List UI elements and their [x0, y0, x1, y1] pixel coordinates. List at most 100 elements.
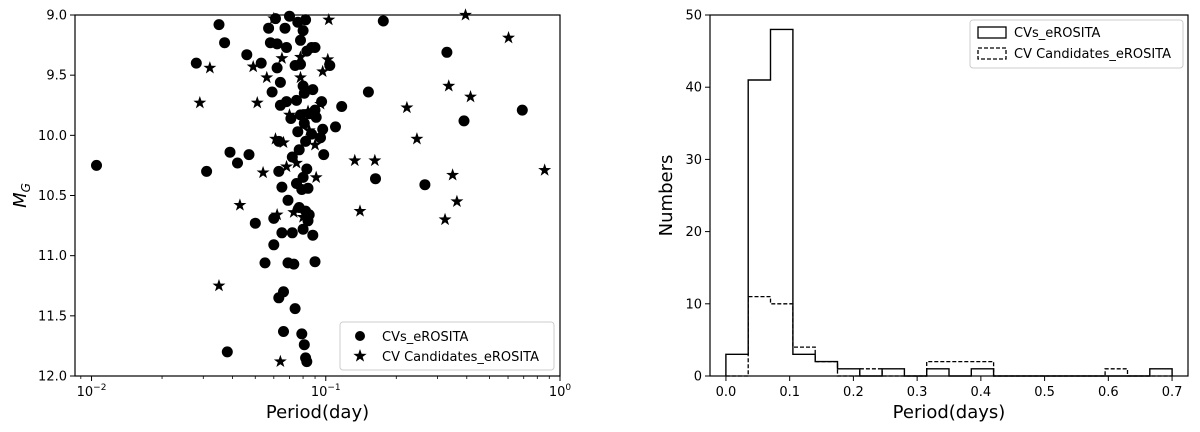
cv-point [441, 46, 453, 58]
cv-candidate-point [321, 52, 335, 66]
cv-candidate-point [348, 153, 362, 167]
cv-point [219, 37, 231, 49]
candidates-histogram-bin [1105, 369, 1127, 376]
cvs-histogram-bin [927, 369, 949, 376]
cv-candidate-point [267, 11, 281, 25]
x-tick-label: 10−1 [311, 383, 341, 400]
y-tick-label: 40 [685, 81, 702, 96]
cv-candidate-point [250, 96, 264, 109]
cvs-histogram-bin [771, 29, 793, 376]
cv-candidate-point [280, 159, 293, 173]
cv-point [201, 165, 213, 177]
x-tick-label: 0.5 [1034, 385, 1055, 400]
cv-point [317, 123, 329, 135]
cv-candidate-point [459, 8, 472, 21]
x-tick-label: 0.2 [843, 385, 864, 400]
histogram-legend-box [969, 19, 1184, 69]
cv-candidate-point [277, 135, 290, 149]
cv-point [303, 209, 315, 221]
cv-candidate-point [450, 194, 464, 208]
histogram-marks [725, 28, 1173, 377]
cv-point [282, 194, 294, 206]
cv-point [286, 151, 298, 163]
cv-point [516, 104, 528, 116]
cv-point [362, 86, 374, 98]
scatter-marks [91, 8, 552, 368]
cv-point [292, 126, 304, 138]
cv-point [293, 144, 305, 156]
x-tick-label: 0.7 [1162, 385, 1183, 400]
cv-candidate-point [246, 59, 260, 73]
cv-candidate-point [502, 31, 516, 44]
histogram-x-axis-label: Period(days) [893, 402, 1006, 423]
scatter-legend: CVs_eROSITA CV Candidates_eROSITA [339, 321, 555, 371]
cv-candidate-point [464, 90, 477, 103]
cvs-histogram-bin [726, 354, 748, 376]
histogram-plot-frame [709, 14, 1189, 377]
cv-point [190, 57, 202, 69]
histogram-y-axis-label: Numbers [656, 155, 677, 237]
cv-candidate-point [193, 96, 207, 109]
cv-point [291, 94, 302, 106]
cv-point [284, 10, 295, 22]
cv-candidate-point [269, 132, 282, 145]
cvs-histogram-bin [1150, 369, 1172, 376]
x-tick-label: 10−2 [77, 383, 107, 400]
cv-point [300, 135, 312, 147]
legend-solid-patch [977, 26, 1007, 39]
x-tick-label: 0.1 [779, 385, 800, 400]
scatter-y-axis-label-subscript: G [19, 183, 33, 192]
cv-point [279, 22, 291, 34]
cv-point [298, 87, 310, 99]
cv-point [263, 22, 275, 34]
candidates-histogram-bin [771, 304, 793, 376]
cv-candidate-point [301, 104, 315, 117]
histogram-legend-label-cvs: CVs_eROSITA [1014, 26, 1101, 41]
cv-point [241, 49, 253, 61]
cv-point [276, 181, 288, 193]
cv-point [296, 328, 308, 340]
cv-candidate-point [287, 205, 301, 218]
cv-candidate-point [256, 165, 270, 179]
cv-candidate-point [308, 138, 322, 151]
cv-candidate-point [290, 156, 303, 169]
cvs-histogram-outline [725, 28, 1173, 377]
cv-point [377, 15, 389, 27]
cv-candidate-point [538, 163, 552, 176]
cv-candidate-point [316, 64, 330, 78]
cv-point [295, 58, 306, 70]
y-tick-label: 30 [685, 153, 702, 168]
cv-point [266, 86, 278, 98]
cv-point [274, 76, 286, 88]
legend-dashed-patch [977, 47, 1007, 60]
cv-point [307, 84, 319, 96]
cv-point [289, 303, 301, 315]
cv-point [297, 171, 309, 183]
cv-point [278, 286, 289, 298]
cvs-histogram-bin [748, 80, 770, 376]
cv-candidate-point [203, 61, 217, 74]
x-tick-label: 0.6 [1098, 385, 1119, 400]
cvs-histogram-bin [815, 362, 837, 376]
cv-point [309, 42, 321, 53]
x-tick-label: 0.4 [971, 385, 992, 400]
cv-point [370, 173, 381, 185]
cv-candidate-point [270, 207, 284, 221]
cv-point [255, 57, 267, 69]
x-tick-label: 0.3 [907, 385, 928, 400]
scatter-y-axis-label: MG [10, 183, 33, 208]
x-tick-label-exponent: −2 [93, 383, 106, 393]
cv-point [298, 339, 310, 351]
cv-point [300, 14, 312, 26]
y-tick-label: 10 [685, 297, 702, 312]
cv-point [301, 163, 313, 175]
cv-candidate-point [273, 354, 287, 368]
y-tick-label: 10.5 [38, 189, 67, 204]
cv-candidate-point [309, 170, 323, 183]
cv-point [419, 179, 431, 191]
cv-point [232, 157, 243, 169]
cv-point [278, 326, 289, 337]
